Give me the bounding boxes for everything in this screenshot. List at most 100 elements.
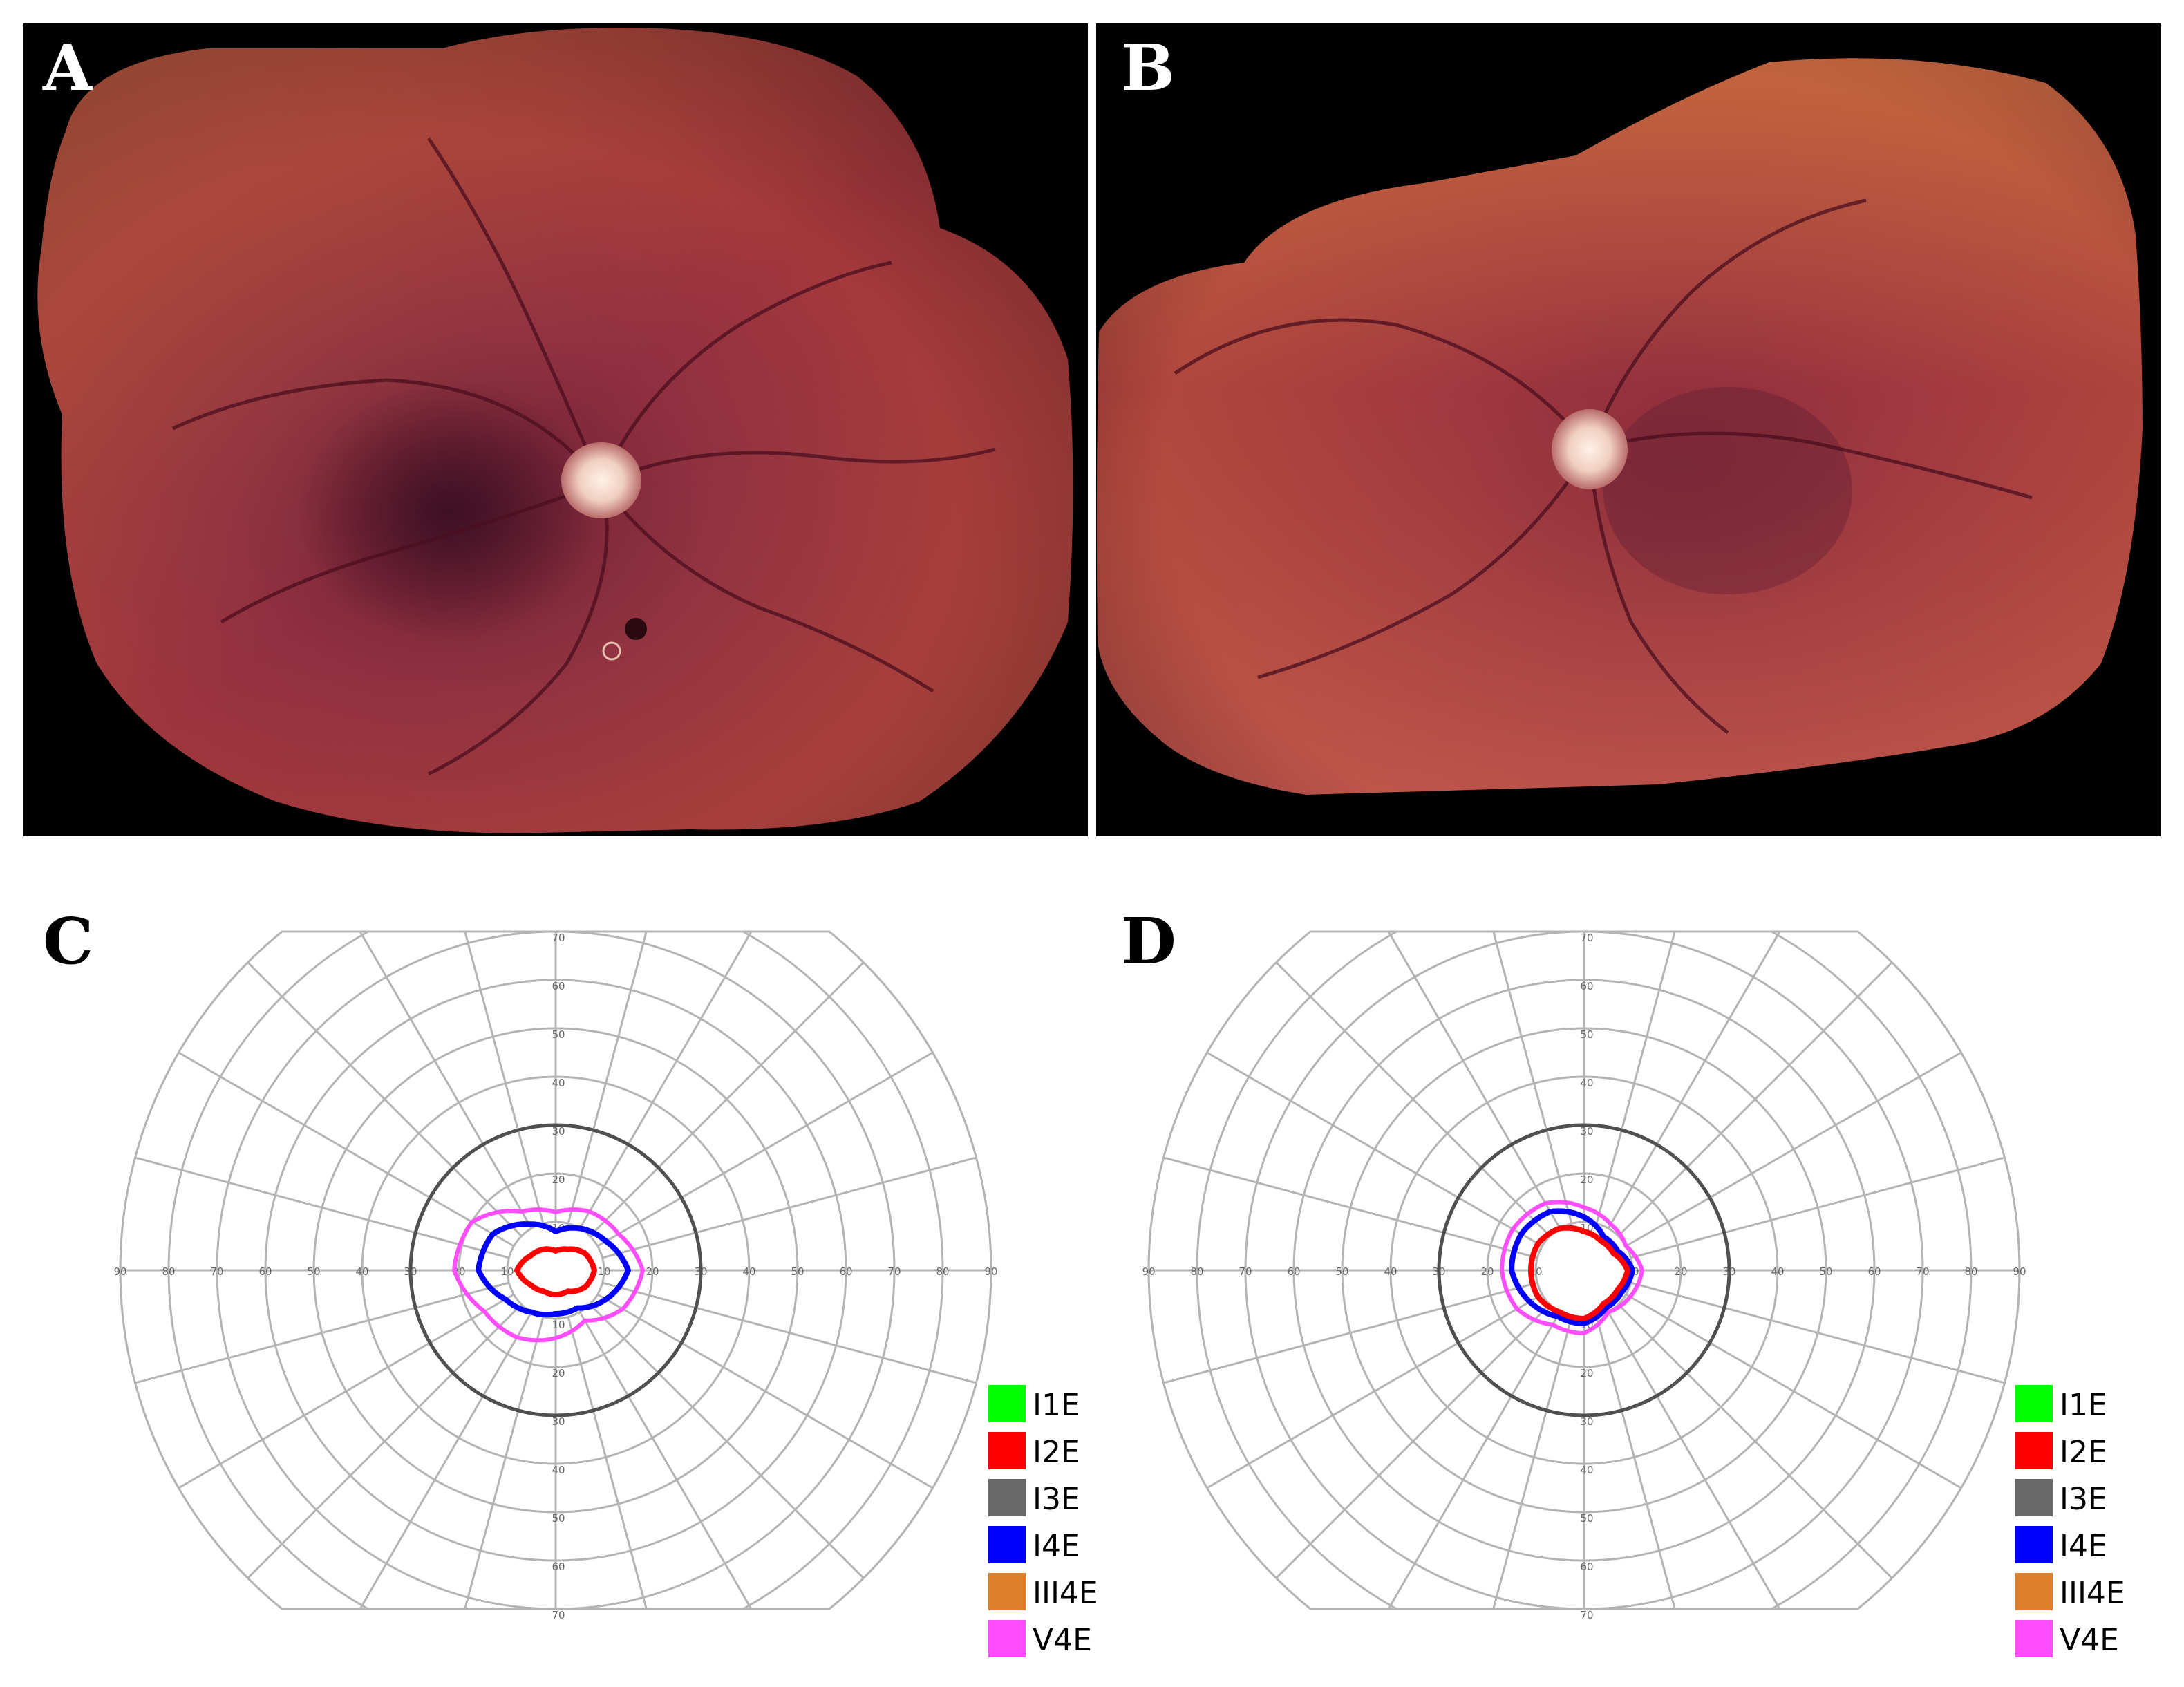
optic-disc-a: [561, 442, 641, 518]
horizontal-tick-label: 20: [646, 1265, 659, 1278]
horizontal-tick-label: 30: [1432, 1265, 1445, 1278]
horizontal-tick-label: 60: [839, 1265, 852, 1278]
legend-label: III4E: [1033, 1576, 1098, 1611]
horizontal-tick-label: 30: [694, 1265, 707, 1278]
vertical-tick-label: 60: [552, 1561, 565, 1573]
horizontal-tick-label: 70: [1916, 1265, 1929, 1278]
perimetry-panel-d: D 90 80 70 60 50 40 30 20 10 10 20 30 40 50 60 70 80 9070…: [1121, 904, 2026, 1621]
grid-meridian: [442, 1317, 545, 1609]
horizontal-tick-label: 80: [162, 1265, 175, 1278]
grid-meridian: [602, 1281, 977, 1384]
vertical-tick-label: 70: [1580, 1609, 1593, 1621]
legend-label: I2E: [2060, 1435, 2107, 1470]
horizontal-tick-label: 40: [1384, 1265, 1397, 1278]
vertical-tick-label: 70: [1580, 932, 1593, 944]
horizontal-tick-label: 70: [887, 1265, 901, 1278]
legend-swatch: [2015, 1432, 2053, 1469]
vertical-tick-label: 30: [552, 1125, 565, 1138]
grid-meridian: [247, 1303, 523, 1579]
macula-a: [297, 380, 601, 643]
grid-meridian: [1607, 1311, 1803, 1609]
legend-swatch: [988, 1479, 1026, 1516]
grid-meridian: [589, 1303, 865, 1579]
grid-meridian: [1617, 961, 1893, 1237]
grid-meridian: [1365, 932, 1561, 1229]
grid-meridian: [567, 1317, 670, 1609]
vertical-tick-label: 50: [1580, 1028, 1593, 1041]
grid-meridian: [596, 1051, 934, 1247]
legend-swatch: [988, 1385, 1026, 1422]
legend-c: I1E I2E I3E I4E III4E V4E: [988, 1385, 1098, 1658]
legend-label: I1E: [2060, 1388, 2107, 1423]
grid-meridian: [1595, 932, 1698, 1224]
horizontal-tick-label: 40: [742, 1265, 755, 1278]
grid-meridian: [1470, 932, 1573, 1224]
vertical-tick-label: 30: [1580, 1415, 1593, 1428]
horizontal-tick-label: 50: [1819, 1265, 1832, 1278]
legend-swatch: [2015, 1620, 2053, 1657]
legend-swatch: [2015, 1479, 2053, 1516]
isopter-i2e: [1528, 1225, 1630, 1321]
grid-meridian: [1595, 1317, 1698, 1609]
legend-label: III4E: [2060, 1576, 2125, 1611]
grid-meridian: [1630, 1281, 2005, 1384]
vessels-b: [1174, 198, 2033, 734]
vertical-tick-label: 60: [1580, 1561, 1593, 1573]
grid-meridian: [1470, 1317, 1573, 1609]
grid-meridian: [596, 1293, 934, 1489]
legend-label: V4E: [1033, 1623, 1092, 1658]
vertical-tick-label: 30: [552, 1415, 565, 1428]
horizontal-tick-label: 80: [1964, 1265, 1977, 1278]
field-outline: [119, 930, 992, 1610]
grid-meridian: [567, 932, 670, 1224]
panel-label-c: C: [43, 904, 93, 979]
horizontal-tick-label: 20: [1674, 1265, 1687, 1278]
vertical-tick-label: 10: [552, 1319, 565, 1331]
fundus-panel-a: A: [23, 23, 1088, 836]
vertical-tick-label: 20: [552, 1174, 565, 1186]
grid-meridian: [442, 932, 545, 1224]
vertical-tick-label: 50: [552, 1028, 565, 1041]
legend-swatch: [988, 1620, 1026, 1657]
horizontal-tick-label: 80: [936, 1265, 949, 1278]
horizontal-tick-label: 60: [1867, 1265, 1881, 1278]
vertical-tick-label: 60: [1580, 980, 1593, 992]
central-30-ring: [1437, 1123, 1731, 1417]
grid-meridian: [178, 1051, 515, 1247]
macula-b: [1603, 387, 1852, 594]
legend-swatch: [2015, 1385, 2053, 1422]
isopter-i4e: [1509, 1208, 1635, 1326]
isopter-i4e: [476, 1221, 631, 1318]
grid-meridian: [178, 1293, 515, 1489]
grid-meridian: [1630, 1156, 2005, 1259]
legend-swatch: [988, 1526, 1026, 1563]
horizontal-tick-label: 90: [113, 1265, 126, 1278]
grid-meridian: [1206, 1051, 1543, 1247]
legend-label: I1E: [1033, 1388, 1080, 1423]
horizontal-tick-label: 90: [984, 1265, 997, 1278]
grid-meridian: [337, 932, 533, 1229]
grid-meridian: [1617, 1303, 1893, 1579]
grid-meridian: [135, 1281, 509, 1384]
horizontal-tick-label: 40: [355, 1265, 368, 1278]
vertical-tick-label: 20: [552, 1367, 565, 1379]
legend-label: I2E: [1033, 1435, 1080, 1470]
legend-d: I1E I2E I3E I4E III4E V4E: [2015, 1385, 2125, 1658]
grid-meridian: [247, 961, 523, 1237]
horizontal-tick-label: 40: [1771, 1265, 1784, 1278]
isopter-v4e: [452, 1207, 645, 1343]
grid-meridian: [1625, 1293, 1962, 1489]
grid-meridian: [578, 1311, 775, 1609]
vessels-a: [171, 137, 996, 776]
legend-label: I3E: [2060, 1482, 2107, 1517]
legend-swatch: [988, 1432, 1026, 1469]
grid-meridian: [1275, 961, 1551, 1237]
pigment-spot-a: [625, 618, 647, 640]
grid-meridian: [1365, 1311, 1561, 1609]
vertical-tick-label: 40: [552, 1464, 565, 1476]
horizontal-tick-label: 70: [210, 1265, 223, 1278]
grid-meridian: [578, 932, 775, 1229]
horizontal-tick-label: 80: [1190, 1265, 1203, 1278]
legend-swatch: [2015, 1526, 2053, 1563]
perimetry-panel-c: C 90 80 70 60 50 40 30 20 10 10 20 30 40 50 60 70 80 90 70…: [43, 904, 998, 1621]
